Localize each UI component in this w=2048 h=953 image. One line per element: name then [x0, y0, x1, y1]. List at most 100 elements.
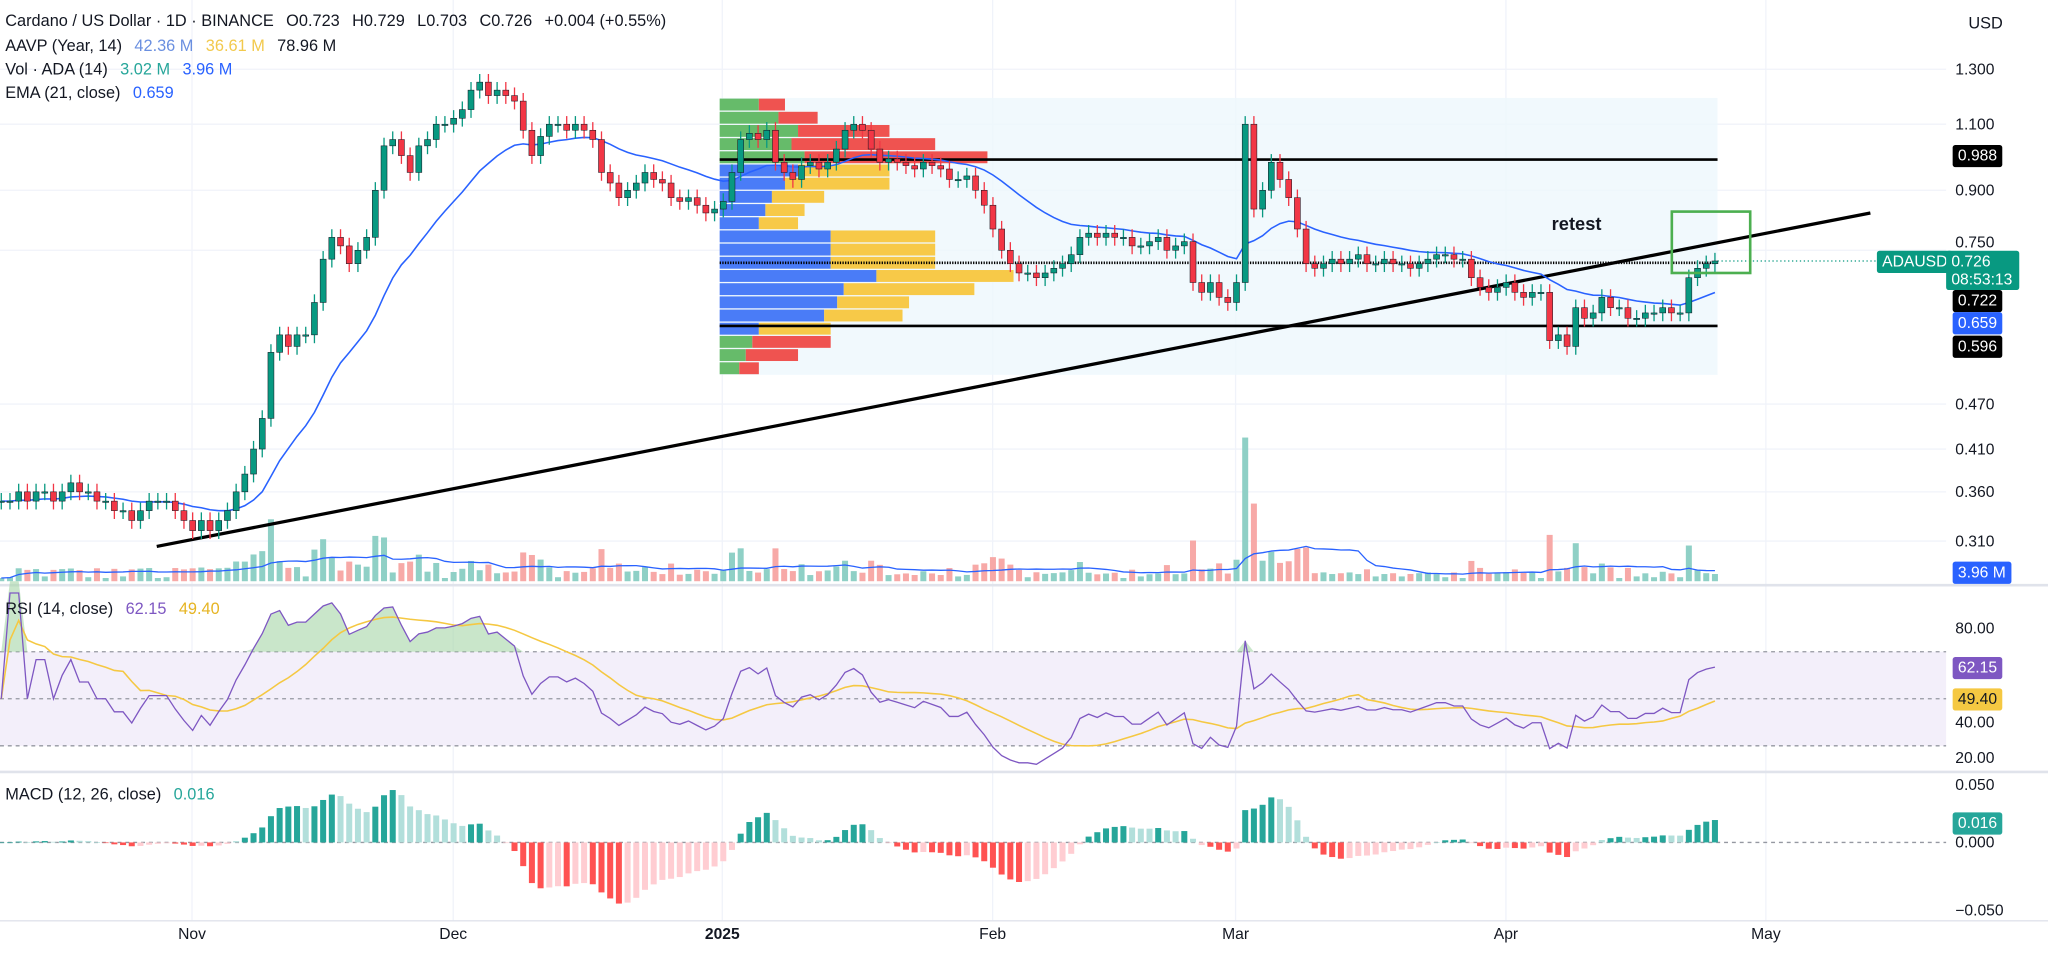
macd-tag: 0.016	[1952, 812, 2003, 835]
volume-bar	[450, 572, 457, 582]
macd-histogram-bar	[1564, 842, 1571, 858]
macd-histogram-bar	[1076, 842, 1083, 845]
candle-body	[989, 204, 997, 230]
volume-bar	[1555, 571, 1562, 582]
candle-body	[285, 334, 292, 347]
price-tick-label: 0.310	[1955, 533, 1994, 550]
volume-bar	[1355, 574, 1362, 582]
candle-body	[946, 168, 953, 180]
macd-histogram-bar	[1642, 837, 1649, 843]
macd-histogram-bar	[1268, 797, 1275, 843]
macd-histogram-bar	[494, 835, 501, 843]
volume-profile-down-bar	[837, 296, 910, 309]
macd-histogram-bar	[641, 842, 648, 890]
volume-value: 3.02 M	[120, 60, 171, 79]
macd-tick-label: 0.050	[1955, 777, 1994, 794]
candle-body	[519, 100, 527, 131]
candle-body	[928, 161, 936, 166]
volume-profile-up-bar	[719, 124, 799, 137]
volume-bar	[1198, 569, 1205, 582]
macd-histogram-bar	[1085, 836, 1092, 843]
macd-histogram-bar	[842, 830, 849, 843]
volume-bar	[1433, 574, 1440, 582]
macd-histogram-bar	[1320, 842, 1327, 855]
candle-body	[1355, 254, 1362, 260]
candle-body	[189, 520, 196, 531]
candle-body	[711, 208, 718, 214]
candle-body	[1685, 277, 1693, 314]
volume-bar	[911, 575, 918, 582]
candle-body	[1676, 312, 1684, 315]
candle-body	[1250, 123, 1258, 210]
symbol-title[interactable]: Cardano / US Dollar · 1D · BINANCE	[5, 11, 274, 31]
volume-bar	[476, 570, 483, 582]
candle-body	[998, 228, 1005, 251]
volume-bar	[67, 568, 74, 582]
volume-bar	[33, 569, 40, 582]
candle-body	[258, 418, 266, 450]
volume-legend[interactable]: Vol · ADA (14) 3.02 M 3.96 M	[5, 60, 240, 78]
macd-histogram-bar	[381, 795, 388, 843]
candle-body	[511, 95, 518, 102]
candle-body	[1389, 258, 1397, 264]
volume-bar	[146, 568, 153, 582]
volume-bar	[598, 549, 605, 582]
aavp-up-value: 42.36 M	[134, 36, 194, 55]
macd-histogram-bar	[1398, 842, 1405, 850]
candle-body	[1407, 263, 1414, 269]
volume-bar	[1111, 572, 1118, 582]
macd-histogram-bar	[746, 822, 753, 843]
macd-histogram-bar	[450, 823, 457, 843]
volume-bar	[989, 557, 996, 582]
candle-body	[319, 258, 327, 303]
candle-body	[267, 352, 275, 419]
macd-histogram-bar	[929, 842, 936, 853]
volume-bar	[189, 568, 196, 582]
candle-body	[415, 145, 423, 173]
volume-profile-up-bar	[719, 190, 772, 203]
macd-histogram-bar	[1068, 842, 1075, 854]
candle-body	[1302, 228, 1310, 264]
macd-histogram-bar	[668, 842, 675, 879]
candle-body	[806, 161, 814, 166]
volume-bar	[807, 575, 814, 582]
candle-body	[1076, 237, 1084, 255]
candle-body	[389, 139, 396, 147]
macd-histogram-bar	[1537, 842, 1544, 847]
macd-legend[interactable]: MACD (12, 26, close) 0.016	[5, 785, 222, 803]
volume-bar	[1520, 572, 1527, 582]
candle-body	[6, 500, 14, 503]
ema-line	[1, 136, 1716, 512]
candle-body	[685, 197, 692, 202]
candle-body	[1476, 277, 1484, 288]
volume-bar	[1363, 569, 1370, 582]
volume-bar	[1407, 573, 1414, 582]
candle-body	[1215, 282, 1223, 298]
currency-label[interactable]: USD	[1968, 14, 2003, 33]
aavp-down-value: 36.61 M	[205, 36, 265, 55]
last-price: 0.726	[1951, 252, 1991, 271]
macd-histogram-bar	[1181, 831, 1188, 843]
volume-bar	[1024, 577, 1031, 582]
rsi-legend[interactable]: RSI (14, close) 62.15 49.40	[5, 600, 227, 618]
volume-bar	[685, 573, 692, 582]
macd-histogram-bar	[250, 833, 257, 843]
volume-bar	[1485, 573, 1492, 582]
macd-histogram-bar	[146, 842, 153, 845]
candle-body	[1033, 272, 1040, 278]
macd-histogram-bar	[520, 842, 527, 867]
retest-annotation[interactable]: retest	[1551, 212, 1602, 234]
macd-histogram-bar	[702, 842, 709, 870]
macd-histogram-bar	[1433, 842, 1440, 843]
ema-legend[interactable]: EMA (21, close) 0.659	[5, 84, 181, 102]
aavp-legend[interactable]: AAVP (Year, 14) 42.36 M 36.61 M 78.96 M	[5, 37, 344, 55]
macd-histogram-bar	[1303, 836, 1310, 843]
volume-bar	[1068, 570, 1075, 582]
volume-bar	[85, 577, 92, 582]
macd-histogram-bar	[885, 842, 892, 844]
level-0722-tag: 0.722	[1952, 289, 2003, 313]
volume-bar	[494, 573, 501, 582]
macd-histogram-bar	[850, 824, 857, 843]
